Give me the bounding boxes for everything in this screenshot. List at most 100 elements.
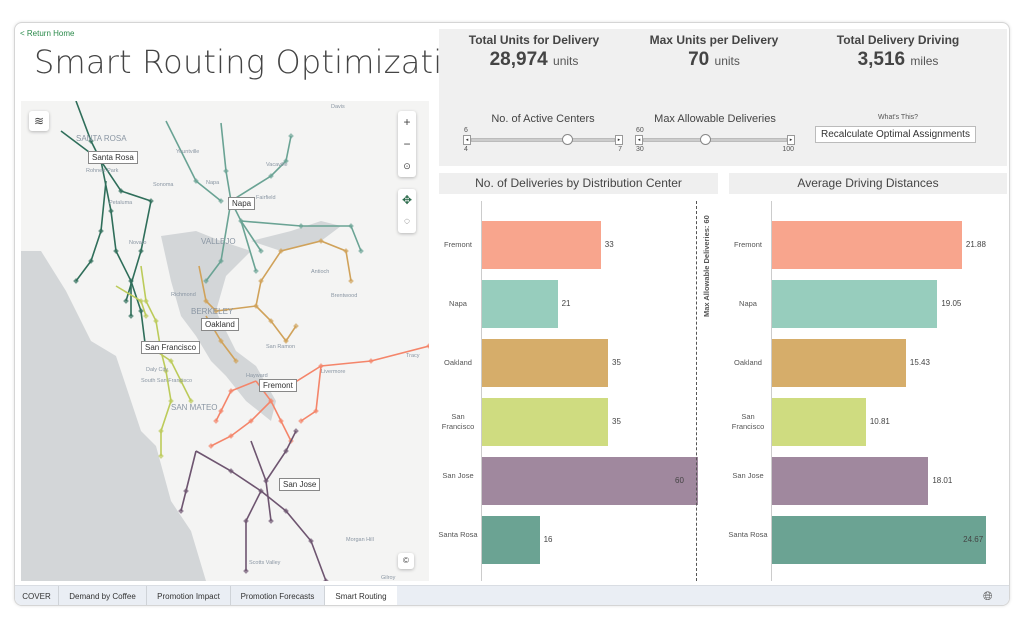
slider-decrement[interactable]: ◂ — [463, 135, 471, 145]
city-label[interactable]: Fremont — [259, 379, 297, 392]
map-place-label: Tracy — [406, 353, 420, 359]
delivery-stop — [128, 313, 134, 319]
bar[interactable] — [482, 457, 698, 505]
route-line — [210, 400, 272, 447]
tab-promotion-forecasts[interactable]: Promotion Forecasts — [231, 586, 325, 605]
map-canvas[interactable]: SANTA ROSA Davis Yountville Rohnert Park Son… — [21, 100, 432, 584]
chart-title-distances: Average Driving Distances — [729, 173, 1007, 194]
map-place-label: San Ramon — [266, 344, 295, 350]
bar-value-label: 35 — [612, 358, 621, 367]
slider-value: 60 — [636, 127, 644, 134]
map-place-label: Daly City — [146, 367, 168, 373]
city-label[interactable]: San Jose — [279, 478, 321, 491]
city-label[interactable]: Oakland — [201, 318, 239, 331]
bar[interactable] — [482, 280, 558, 328]
delivery-stop — [138, 308, 144, 314]
bar-value-label: 15.43 — [909, 358, 930, 367]
slider-thumb[interactable] — [699, 134, 711, 145]
bar[interactable] — [772, 457, 929, 505]
category-label: San Francisco — [731, 412, 765, 431]
bar[interactable] — [772, 221, 962, 269]
delivery-stop — [88, 258, 94, 264]
city-label[interactable]: Napa — [228, 197, 256, 210]
delivery-stop — [118, 188, 124, 194]
delivery-stop — [228, 388, 234, 394]
city-label[interactable]: Santa Rosa — [88, 151, 138, 164]
tab-demand-by-coffee[interactable]: Demand by Coffee — [59, 586, 147, 605]
zoom-out-button[interactable]: − — [403, 137, 411, 151]
delivery-stop — [178, 508, 184, 514]
route-map[interactable]: SANTA ROSA Davis Yountville Rohnert Park Son… — [21, 100, 432, 584]
kpi-label: Total Units for Delivery — [468, 33, 600, 47]
delivery-stop — [268, 518, 274, 524]
slider-increment[interactable]: ▸ — [615, 135, 623, 145]
city-label[interactable]: San Francisco — [141, 341, 201, 354]
slider-thumb[interactable] — [562, 134, 574, 145]
delivery-stop — [258, 248, 264, 254]
delivery-stop — [168, 398, 174, 404]
delivery-stop — [208, 443, 214, 449]
bar[interactable] — [482, 398, 608, 446]
delivery-stop — [248, 418, 254, 424]
kpi-total-driving: Total Delivery Driving 3,516 miles — [803, 33, 993, 71]
bar[interactable] — [772, 280, 938, 328]
kpi-value: 70 — [688, 49, 710, 70]
tab-promotion-impact[interactable]: Promotion Impact — [147, 586, 231, 605]
delivery-stop — [143, 313, 149, 319]
tab-cover[interactable]: COVER — [15, 586, 59, 605]
bar[interactable] — [482, 221, 601, 269]
whats-this-link[interactable]: What's This? — [877, 114, 919, 121]
category-label: San Francisco — [441, 412, 475, 431]
bar-value-label: 21 — [561, 299, 571, 308]
map-place-label: Gilroy — [381, 575, 396, 581]
kpi-label: Total Delivery Driving — [836, 33, 960, 47]
delivery-stop — [168, 358, 174, 364]
pan-icon[interactable]: ✥ — [401, 193, 413, 207]
bar[interactable] — [772, 398, 866, 446]
zoom-in-button[interactable]: + — [403, 115, 411, 129]
delivery-stop — [213, 308, 219, 314]
slider-label: Max Allowable Deliveries — [654, 113, 776, 125]
slider-track[interactable] — [471, 138, 615, 142]
bar[interactable] — [482, 516, 540, 564]
delivery-stop — [223, 168, 229, 174]
map-place-label: Rohnert Park — [86, 168, 119, 174]
bar[interactable] — [772, 339, 906, 387]
route-line — [60, 130, 152, 202]
layers-icon[interactable]: ≋ — [29, 111, 49, 131]
map-place-label: Richmond — [171, 292, 196, 298]
bar[interactable] — [482, 339, 608, 387]
attribution-icon[interactable]: © — [398, 553, 414, 569]
active-centers-slider[interactable]: 6 ◂ ▸ 4 7 — [463, 127, 623, 153]
delivery-stop — [113, 248, 119, 254]
delivery-stop — [308, 538, 314, 544]
delivery-stop — [158, 453, 164, 459]
kpi-unit: units — [553, 54, 579, 68]
slider-max: 7 — [618, 146, 622, 153]
tab-smart-routing[interactable]: Smart Routing — [325, 586, 397, 605]
route-line — [240, 220, 362, 252]
globe-icon[interactable]: 🌐︎ — [983, 589, 993, 603]
bay — [251, 221, 341, 251]
slider-track[interactable] — [643, 138, 787, 142]
delivery-stop — [283, 448, 289, 454]
max-deliveries-slider[interactable]: 60 ◂ ▸ 30 100 — [635, 127, 795, 153]
delivery-stop — [233, 358, 239, 364]
map-place-label: Yountville — [176, 149, 199, 155]
delivery-stop — [253, 268, 259, 274]
slider-increment[interactable]: ▸ — [787, 135, 795, 145]
bar[interactable] — [772, 516, 987, 564]
return-home-link[interactable]: < Return Home — [20, 29, 75, 38]
route-line — [245, 490, 262, 571]
route-line — [195, 450, 327, 582]
delivery-stop — [426, 343, 432, 349]
kpi-panel: Total Units for Delivery 28,974 units Ma… — [439, 29, 1007, 166]
ocean — [21, 251, 206, 581]
delivery-stop — [203, 278, 209, 284]
slider-decrement[interactable]: ◂ — [635, 135, 643, 145]
route-line — [280, 345, 430, 392]
recalculate-button[interactable]: Recalculate Optimal Assignments — [815, 126, 976, 143]
delivery-stop — [98, 228, 104, 234]
locate-icon[interactable]: ⊙ — [403, 161, 411, 171]
lasso-icon[interactable]: ◌ — [404, 216, 410, 227]
